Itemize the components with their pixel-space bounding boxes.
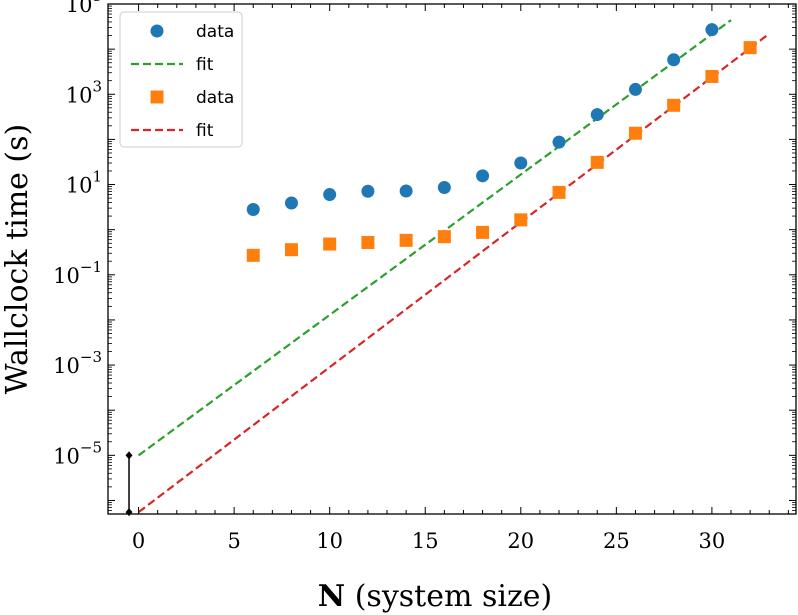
x-tick-label: 30 [699, 529, 726, 553]
x-axis-label: N (system size) [318, 579, 552, 614]
data-point-square [246, 248, 260, 262]
x-tick-label: 25 [603, 529, 630, 553]
y-axis: 10−5 10−3 10−1 101 103 105 [53, 0, 796, 511]
data-point-circle [590, 108, 604, 122]
y-tick-label: 10−1 [53, 258, 102, 288]
data-point-square [590, 155, 604, 169]
data-point-circle [628, 82, 642, 96]
y-axis-label: Wallclock time (s) [0, 124, 35, 394]
data-point-square [705, 69, 719, 83]
legend-label: data [196, 88, 234, 108]
plot-frame [107, 3, 797, 515]
x-axis-label-rest: (system size) [345, 579, 552, 614]
data-point-square [399, 233, 413, 247]
data-point-square [476, 225, 490, 239]
x-tick-label: 10 [316, 529, 343, 553]
data-point-circle [705, 23, 719, 37]
data-point-circle [399, 184, 413, 198]
data-point-circle [476, 169, 490, 183]
y-tick-label: 103 [66, 77, 102, 107]
data-point-circle [667, 53, 681, 67]
data-point-square [743, 41, 757, 55]
y-tick-label: 10−3 [53, 348, 102, 378]
data-point-circle [437, 180, 451, 194]
data-point-circle [514, 156, 528, 170]
data-point-circle [361, 184, 375, 198]
data-point-square [667, 98, 681, 112]
legend-label: fit [196, 121, 214, 141]
data-point-circle [323, 188, 337, 202]
data-point-square [323, 237, 337, 251]
data-point-square [628, 126, 642, 140]
legend-label: data [196, 22, 234, 42]
y-tick-label: 105 [66, 0, 102, 17]
data-point-square [552, 185, 566, 199]
offset-bar-tip [125, 508, 133, 517]
x-tick-label: 5 [227, 529, 240, 553]
legend-marker-circle [150, 24, 164, 38]
legend-label: fit [196, 55, 214, 75]
offset-annotation [125, 451, 133, 517]
legend-box [119, 11, 243, 148]
data-point-square [437, 230, 451, 244]
x-axis-label-bold: N [318, 579, 345, 614]
x-tick-label: 20 [507, 529, 534, 553]
x-axis: 0 5 10 15 20 25 30 [132, 4, 789, 553]
data-point-square [284, 243, 298, 257]
x-tick-label: 15 [412, 529, 439, 553]
data-point-square [514, 213, 528, 227]
y-tick-label: 101 [66, 168, 102, 198]
series-layer [137, 19, 770, 514]
data-point-circle [246, 202, 260, 216]
x-tick-label: 0 [132, 529, 145, 553]
legend: data fit data fit [119, 11, 243, 148]
y-tick-label: 10−5 [53, 438, 102, 468]
data-point-circle [552, 135, 566, 149]
legend-marker-square [150, 90, 164, 104]
data-point-circle [284, 196, 298, 210]
offset-bar-tip [125, 451, 133, 460]
data-point-square [361, 235, 375, 249]
